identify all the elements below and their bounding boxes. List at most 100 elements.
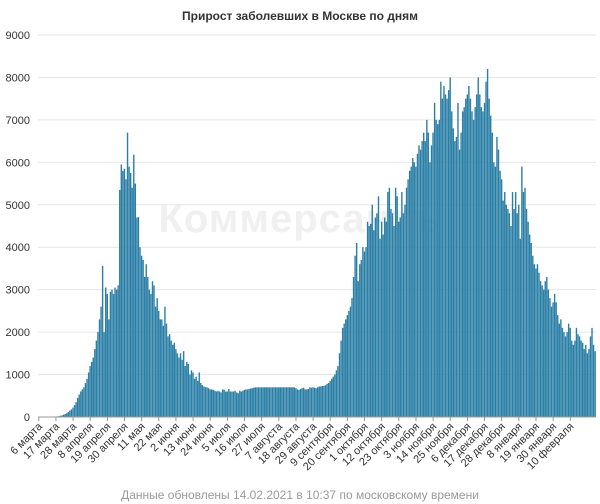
bar	[129, 172, 132, 417]
bar	[218, 391, 221, 417]
bar	[404, 204, 406, 417]
bar	[331, 378, 333, 417]
bar	[563, 332, 565, 417]
bar	[87, 372, 90, 417]
bar	[235, 392, 238, 417]
bar	[488, 98, 490, 418]
bar	[493, 162, 495, 417]
bar	[94, 349, 96, 417]
y-tick-label: 3000	[6, 285, 30, 297]
bar	[577, 334, 579, 417]
bar	[229, 391, 232, 417]
bar	[457, 102, 459, 417]
bar	[142, 259, 144, 417]
bar	[327, 383, 330, 417]
bar	[377, 196, 380, 417]
bar	[243, 389, 246, 417]
bar	[190, 370, 193, 417]
bar	[128, 166, 130, 417]
bar	[360, 259, 363, 417]
bar	[285, 387, 288, 417]
bar	[571, 340, 573, 417]
bar	[335, 370, 338, 417]
bar	[458, 149, 461, 417]
bar	[217, 390, 219, 417]
bar	[59, 415, 62, 417]
bar	[505, 204, 507, 417]
bar	[131, 187, 133, 417]
bar	[225, 391, 227, 417]
bar	[472, 119, 475, 417]
bar	[228, 388, 230, 417]
bar	[301, 388, 303, 417]
bar	[201, 385, 204, 417]
bar	[318, 386, 320, 417]
bar	[67, 411, 70, 417]
bar	[159, 319, 161, 417]
bar	[384, 217, 386, 417]
bar	[352, 276, 355, 417]
bar	[86, 378, 88, 417]
bar	[369, 223, 372, 417]
bar	[72, 407, 74, 417]
bar	[123, 168, 126, 417]
bar	[380, 221, 383, 417]
bar	[435, 119, 437, 417]
bar	[221, 389, 224, 417]
bar	[231, 391, 233, 417]
bar	[449, 77, 451, 417]
y-tick-label: 7000	[6, 115, 30, 127]
bar	[220, 392, 222, 417]
y-tick-label: 9000	[6, 30, 30, 42]
bar	[288, 387, 291, 417]
bar	[154, 306, 157, 417]
bar	[580, 340, 582, 417]
bar	[444, 94, 447, 418]
bar	[407, 179, 409, 417]
bar	[172, 344, 174, 417]
y-tick-label: 2000	[6, 327, 30, 339]
bar	[572, 344, 575, 417]
bar	[491, 132, 493, 417]
bar	[430, 145, 433, 418]
bar	[480, 107, 483, 417]
bar	[427, 132, 430, 417]
bar	[103, 332, 105, 417]
bar	[232, 391, 235, 417]
bar	[267, 387, 269, 417]
bar	[592, 344, 595, 417]
bar	[198, 372, 200, 417]
bar	[536, 264, 539, 417]
bar	[111, 289, 113, 417]
bar	[293, 387, 296, 417]
bar	[533, 264, 536, 417]
bar	[555, 302, 557, 417]
bar	[324, 385, 327, 417]
bar	[363, 251, 366, 417]
bar	[385, 221, 387, 417]
bar	[332, 376, 334, 417]
bar	[561, 327, 564, 417]
bar	[246, 389, 249, 417]
bar	[249, 388, 252, 417]
y-axis: 0 1000 2000 3000 4000 5000 6000 7000 8000 9000	[6, 30, 30, 424]
bar	[502, 200, 504, 417]
bar	[440, 81, 442, 417]
bar	[89, 366, 91, 417]
bar	[525, 209, 528, 417]
y-tick-label: 0	[24, 412, 30, 424]
bar	[187, 363, 190, 417]
bar	[312, 387, 314, 417]
bar	[424, 141, 426, 418]
bar	[299, 388, 302, 417]
bar	[109, 291, 112, 417]
bar	[95, 340, 98, 417]
bar	[215, 391, 218, 417]
bar	[575, 327, 578, 417]
bar	[251, 388, 253, 417]
bar	[374, 217, 377, 417]
bar	[253, 387, 255, 417]
bar	[175, 349, 177, 417]
bar	[441, 98, 444, 418]
bar	[429, 162, 431, 417]
